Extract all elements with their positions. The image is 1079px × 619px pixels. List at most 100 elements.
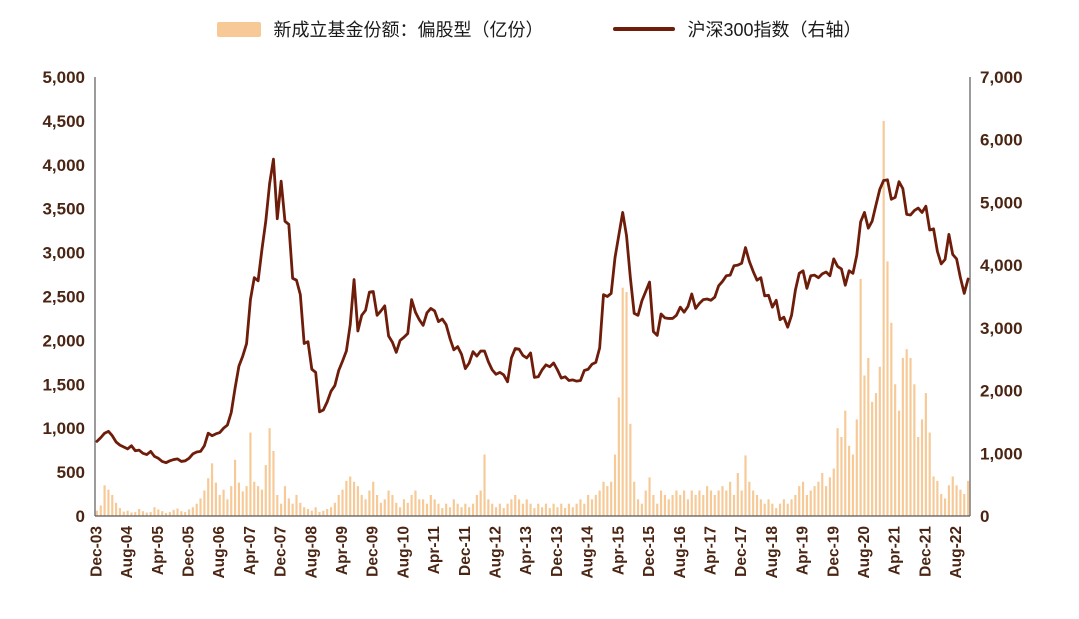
bar: [349, 476, 352, 516]
bar: [587, 494, 590, 516]
bar: [759, 499, 762, 516]
bar: [172, 509, 175, 516]
bar: [210, 463, 214, 516]
bar: [494, 507, 498, 516]
x-axis-tick-label: Dec-21: [917, 526, 934, 577]
x-axis-tick-label: Dec-19: [825, 526, 842, 577]
left-axis-tick-label: 2,000: [42, 331, 85, 350]
bar: [943, 498, 947, 516]
bar: [479, 490, 482, 516]
bar: [533, 508, 536, 516]
bar: [115, 502, 118, 516]
bar: [782, 499, 785, 516]
bar: [502, 508, 505, 516]
bar: [130, 512, 133, 516]
bar: [387, 490, 390, 516]
bar: [836, 428, 839, 516]
bar: [920, 419, 924, 516]
bar: [195, 503, 198, 516]
left-axis-tick-label: 500: [57, 463, 85, 482]
bar: [352, 481, 356, 516]
left-axis-tick-label: 5,000: [42, 68, 85, 87]
bar: [844, 410, 847, 516]
bar: [894, 384, 897, 516]
bar: [848, 445, 851, 516]
bar: [464, 503, 467, 516]
bar: [583, 503, 586, 516]
bar: [333, 502, 336, 516]
bar: [951, 476, 954, 516]
bar: [717, 490, 720, 516]
bar: [763, 503, 766, 516]
bar: [525, 499, 528, 516]
bar: [932, 476, 935, 516]
bar: [633, 481, 636, 516]
chart-legend: 新成立基金份额：偏股型（亿份） 沪深300指数（右轴）: [0, 0, 1079, 50]
bar: [544, 503, 548, 516]
bar: [399, 507, 402, 516]
bar-series-swatch: [217, 21, 262, 37]
bar: [602, 481, 605, 516]
bar: [95, 510, 98, 516]
bar: [306, 508, 310, 516]
bar: [517, 499, 521, 516]
bar: [913, 384, 916, 516]
bar: [924, 393, 927, 516]
bar: [264, 465, 267, 516]
bar: [222, 489, 225, 516]
bar: [241, 491, 244, 516]
bar: [425, 503, 429, 516]
bar: [506, 503, 509, 516]
bar: [625, 292, 628, 516]
x-axis-tick-label: Dec-03: [88, 526, 105, 577]
bar: [356, 486, 359, 516]
bar: [141, 511, 145, 516]
bar: [441, 508, 444, 516]
right-axis-tick-label: 2,000: [980, 382, 1023, 401]
bar: [433, 499, 436, 516]
bar: [955, 485, 958, 516]
bar: [698, 490, 701, 516]
bar: [103, 485, 106, 516]
legend-label-bars: 新成立基金份额：偏股型（亿份）: [273, 20, 544, 40]
x-axis-tick-label: Dec-09: [365, 526, 382, 577]
bar: [287, 498, 290, 516]
bar: [648, 477, 651, 516]
bar: [514, 494, 517, 516]
bar: [817, 481, 820, 516]
bar: [391, 494, 394, 516]
bar: [686, 499, 689, 516]
bar: [709, 490, 713, 516]
bar: [276, 494, 279, 516]
bar: [963, 494, 966, 516]
bar: [322, 510, 325, 516]
bar: [832, 468, 835, 516]
bar: [122, 511, 125, 516]
bar: [161, 511, 164, 516]
bar: [471, 503, 475, 516]
bar: [475, 494, 478, 516]
bar: [483, 454, 486, 516]
bar: [613, 454, 617, 516]
bar-series: [95, 120, 970, 517]
bar: [283, 486, 287, 516]
bar: [164, 512, 168, 516]
bar: [272, 451, 275, 516]
bar: [755, 494, 759, 516]
bar: [337, 494, 340, 516]
left-axis-tick-label: 1,500: [42, 375, 85, 394]
x-axis-tick-label: Aug-14: [580, 526, 597, 579]
bar: [383, 499, 386, 516]
x-axis-tick-label: Dec-15: [641, 526, 658, 577]
bar: [564, 508, 567, 516]
bar: [111, 494, 114, 516]
left-axis-tick-label: 0: [76, 507, 85, 526]
bar: [184, 512, 187, 516]
bar: [521, 503, 524, 516]
bar: [878, 366, 881, 516]
x-axis-tick-label: Aug-20: [856, 526, 873, 579]
x-axis-tick-label: Apr-17: [702, 526, 719, 575]
bar: [218, 494, 221, 516]
x-axis-tick-label: Aug-22: [948, 526, 965, 579]
